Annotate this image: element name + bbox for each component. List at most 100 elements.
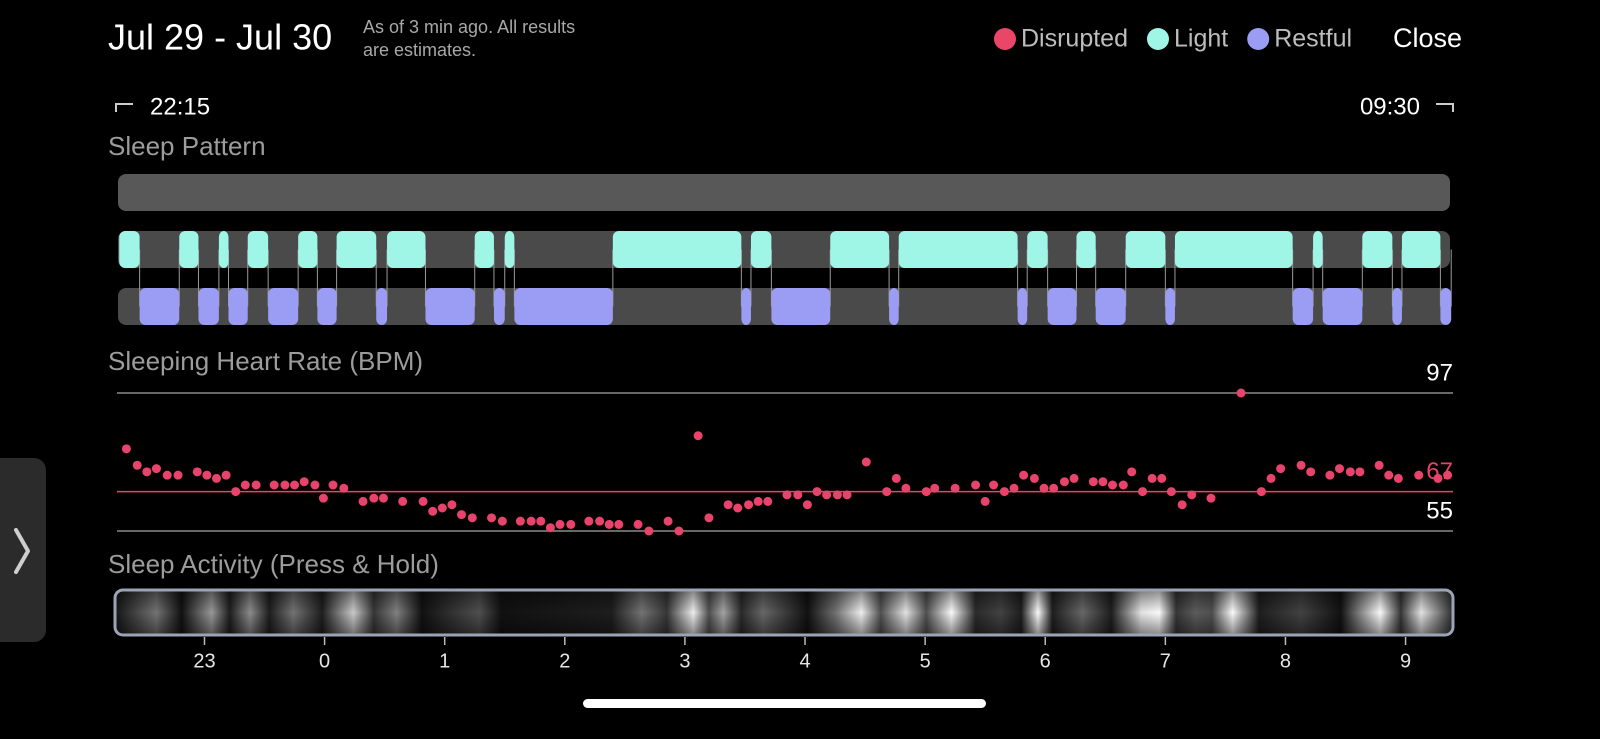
heart-rate-point <box>1325 470 1335 480</box>
heart-rate-point <box>1345 467 1355 477</box>
legend-label: Restful <box>1274 25 1352 53</box>
heart-rate-point <box>930 483 940 493</box>
heart-rate-point <box>704 513 714 523</box>
stage-segment <box>1165 288 1175 325</box>
stage-segment <box>139 288 180 325</box>
side-handle[interactable] <box>0 458 46 642</box>
heart-rate-point <box>1157 473 1167 483</box>
heart-rate-point <box>1177 500 1187 510</box>
heart-rate-point <box>812 487 822 497</box>
y-tick-label: 55 <box>1426 497 1453 524</box>
stage-segment <box>504 231 515 268</box>
stage-segment <box>830 231 890 268</box>
stage-segment <box>1362 231 1393 268</box>
heart-rate-point <box>398 496 408 506</box>
stage-segment <box>198 288 219 325</box>
stage-segment <box>1401 231 1441 268</box>
heart-rate-point <box>891 473 901 483</box>
x-tick-label: 9 <box>1400 650 1411 672</box>
section-title: Sleep Pattern <box>108 131 266 161</box>
heart-rate-point <box>1029 473 1039 483</box>
heart-rate-point <box>221 470 231 480</box>
heart-rate-point <box>842 490 852 500</box>
stage-segment <box>268 288 299 325</box>
heart-rate-point <box>151 464 161 474</box>
heart-rate-point <box>980 496 990 506</box>
heart-rate-point <box>1107 480 1117 490</box>
heart-rate-point <box>921 487 931 497</box>
heart-rate-point <box>142 467 152 477</box>
heart-rate-point <box>1374 460 1384 470</box>
heart-rate-point <box>545 523 555 533</box>
x-tick-label: 7 <box>1160 650 1171 672</box>
legend-label: Light <box>1174 25 1228 53</box>
heart-rate-point <box>1433 473 1443 483</box>
heart-rate-point <box>950 483 960 493</box>
close-button[interactable]: Close <box>1393 23 1462 53</box>
range-bracket <box>1436 103 1454 112</box>
note: are estimates. <box>363 40 476 60</box>
stage-segment <box>298 231 318 268</box>
heart-rate-point <box>299 477 309 487</box>
chevron <box>14 528 30 574</box>
heart-rate-point <box>240 480 250 490</box>
heart-rate-point <box>280 480 290 490</box>
heart-rate-point <box>1443 470 1453 480</box>
heart-rate-point <box>358 496 368 506</box>
heart-rate-point <box>1306 467 1316 477</box>
heart-rate-point <box>290 480 300 490</box>
x-tick-label: 0 <box>319 650 330 672</box>
heart-rate-point <box>1049 483 1059 493</box>
heart-rate-point <box>733 503 743 513</box>
heart-rate-point <box>1088 477 1098 487</box>
heart-rate-point <box>782 490 792 500</box>
stage-segment <box>1392 288 1402 325</box>
x-tick-label: 2 <box>559 650 570 672</box>
stage-segment <box>247 231 269 268</box>
section-title: Sleeping Heart Rate (BPM) <box>108 346 423 376</box>
stage-segment <box>1047 288 1077 325</box>
heart-rate-point <box>418 496 428 506</box>
stage-segment <box>493 288 505 325</box>
stage-segment <box>1125 231 1166 268</box>
stage-segment <box>741 288 751 325</box>
heart-rate-point <box>1206 493 1216 503</box>
stage-segment <box>889 288 899 325</box>
heart-rate-point <box>999 487 1009 497</box>
heart-rate-point <box>1138 487 1148 497</box>
heart-rate-point <box>318 493 328 503</box>
heart-rate-point <box>832 490 842 500</box>
activity-chart[interactable] <box>113 588 1455 637</box>
heart-rate-point <box>526 516 536 526</box>
stage-segment <box>179 231 199 268</box>
heart-rate-point <box>1355 467 1365 477</box>
note: As of 3 min ago. All results <box>363 17 575 37</box>
heart-rate-point <box>202 470 212 480</box>
stage-segment <box>387 231 426 268</box>
legend-dot <box>1247 28 1270 50</box>
stage-segment <box>514 288 613 325</box>
heart-rate-point <box>162 470 172 480</box>
x-tick-label: 3 <box>679 650 690 672</box>
heart-rate-point <box>1069 473 1079 483</box>
heart-rate-point <box>192 467 202 477</box>
heart-rate-point <box>132 460 142 470</box>
heart-rate-point <box>566 519 576 529</box>
stage-segment <box>1076 231 1096 268</box>
heart-rate-point <box>901 483 911 493</box>
stage-segment <box>228 288 248 325</box>
legend-dot <box>1147 28 1169 50</box>
heart-rate-point <box>604 519 614 529</box>
stage-track <box>118 174 1450 211</box>
stage-segment <box>376 288 388 325</box>
heart-rate-point <box>1266 473 1276 483</box>
heart-rate-point <box>1166 487 1176 497</box>
heart-rate-point <box>1009 483 1019 493</box>
heart-rate-point <box>428 506 438 516</box>
heart-rate-point <box>369 493 379 503</box>
heart-rate-point <box>1098 477 1108 487</box>
heart-rate-point <box>1384 470 1394 480</box>
heart-rate-point <box>1276 464 1286 474</box>
heart-rate-point <box>989 480 999 490</box>
legend-dot <box>994 28 1016 50</box>
